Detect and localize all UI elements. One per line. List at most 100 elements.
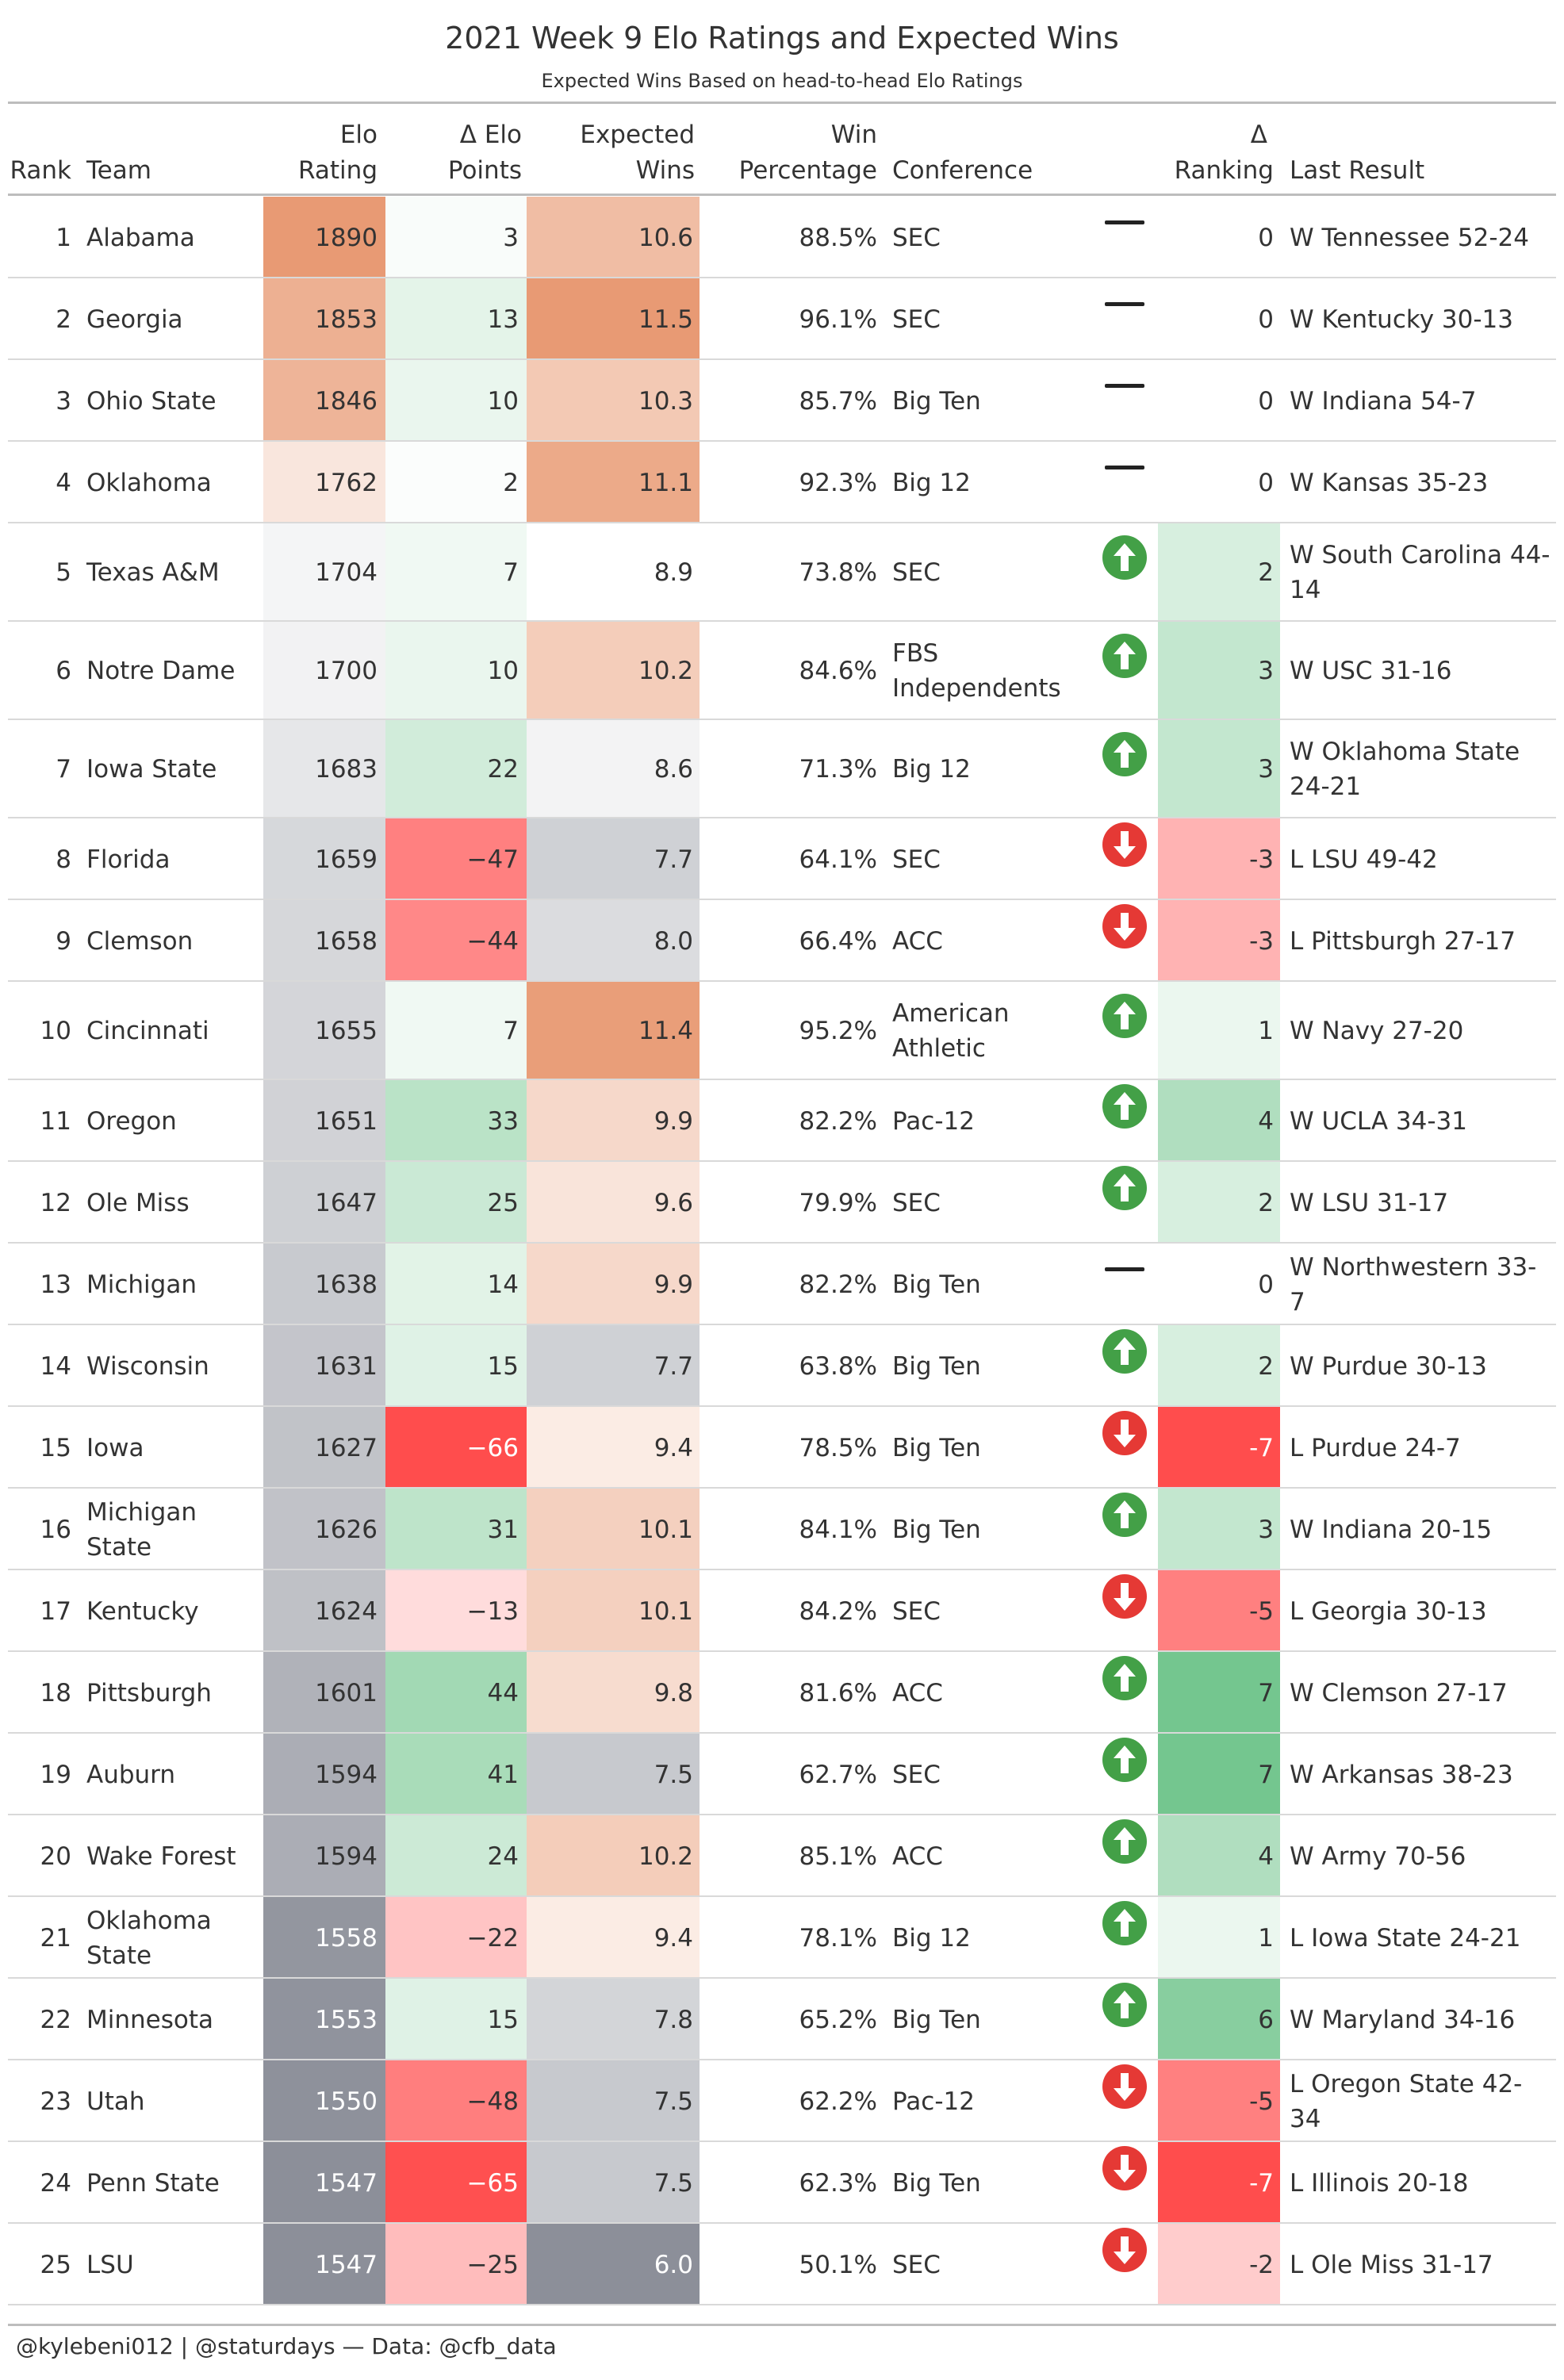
win-percentage-cell: 79.9% xyxy=(799,1188,877,1217)
expected-wins-cell: 10.3 xyxy=(527,360,700,442)
header-delta-elo-line2: Points xyxy=(447,156,522,185)
header-elo-rating: Elo Rating xyxy=(263,114,378,189)
conference-cell: Big Ten xyxy=(892,1351,981,1381)
team-cell: LSU xyxy=(86,2250,134,2279)
team-cell: Ole Miss xyxy=(86,1188,190,1217)
last-result-cell: W Kentucky 30-13 xyxy=(1290,305,1513,334)
table-row: 11 Oregon 1651 33 9.9 82.2% Pac-12 4 W UCLA 34-3… xyxy=(0,1080,1564,1162)
team-cell: Auburn xyxy=(86,1760,176,1789)
elo-rating-cell: 1700 xyxy=(263,622,385,720)
delta-ranking-cell: 3 xyxy=(1158,622,1280,720)
rank-cell: 18 xyxy=(40,1678,71,1707)
arrow-up-icon xyxy=(1101,1080,1148,1132)
delta-elo-cell: 25 xyxy=(385,1162,527,1244)
arrow-up-icon xyxy=(1101,1815,1148,1867)
team-cell: Texas A&M xyxy=(86,558,220,587)
last-result-cell: L Purdue 24-7 xyxy=(1290,1433,1461,1462)
team-cell: Pittsburgh xyxy=(86,1678,212,1707)
row-divider xyxy=(8,2059,1556,2060)
team-cell: Florida xyxy=(86,845,171,874)
arrow-up-icon xyxy=(1101,1162,1148,1213)
elo-rating-cell: 1627 xyxy=(263,1407,385,1489)
delta-ranking-cell: 1 xyxy=(1158,982,1280,1080)
delta-elo-cell: −44 xyxy=(385,900,527,982)
delta-elo-cell: 31 xyxy=(385,1489,527,1570)
header-elo-line1: Elo xyxy=(339,121,378,149)
delta-ranking-cell: 7 xyxy=(1158,1652,1280,1734)
win-percentage-cell: 71.3% xyxy=(799,755,877,784)
header-delta-ranking: Δ Ranking xyxy=(1158,114,1274,189)
arrow-up-icon xyxy=(1101,622,1148,690)
table-row: 12 Ole Miss 1647 25 9.6 79.9% SEC 2 W LSU 31-17 xyxy=(0,1162,1564,1244)
win-percentage-cell: 85.1% xyxy=(799,1842,877,1871)
header-rank: Rank xyxy=(8,114,71,189)
arrow-up-icon xyxy=(1101,982,1148,1050)
team-cell: Minnesota xyxy=(86,2005,213,2034)
delta-ranking-cell: 0 xyxy=(1258,1270,1274,1299)
elo-rating-cell: 1655 xyxy=(263,982,385,1080)
expected-wins-cell: 7.7 xyxy=(527,1325,700,1407)
conference-cell: SEC xyxy=(892,1596,941,1626)
delta-elo-cell: 2 xyxy=(385,442,527,523)
elo-rating-cell: 1594 xyxy=(263,1815,385,1897)
row-divider xyxy=(8,2222,1556,2224)
rank-cell: 21 xyxy=(40,1923,71,1953)
rank-cell: 9 xyxy=(56,926,71,956)
table-row: 20 Wake Forest 1594 24 10.2 85.1% ACC 4 W Army 7… xyxy=(0,1815,1564,1897)
expected-wins-cell: 10.1 xyxy=(527,1570,700,1652)
delta-elo-cell: −48 xyxy=(385,2060,527,2142)
team-cell: Iowa xyxy=(86,1433,144,1462)
win-percentage-cell: 78.1% xyxy=(799,1923,877,1953)
expected-wins-cell: 10.6 xyxy=(527,197,700,278)
elo-rating-cell: 1626 xyxy=(263,1489,385,1570)
ratings-table: 1 Alabama 1890 3 10.6 88.5% SEC 0 W Tennessee 52… xyxy=(0,197,1564,2305)
last-result-cell: W Indiana 54-7 xyxy=(1290,386,1477,416)
delta-elo-cell: −25 xyxy=(385,2224,527,2305)
win-percentage-cell: 85.7% xyxy=(799,386,877,416)
rank-cell: 8 xyxy=(56,845,71,874)
arrow-up-icon xyxy=(1101,1652,1148,1704)
header-delta-rank-line2: Ranking xyxy=(1174,156,1274,185)
team-cell: Michigan xyxy=(86,1270,197,1299)
delta-elo-cell: 13 xyxy=(385,278,527,360)
table-row: 7 Iowa State 1683 22 8.6 71.3% Big 12 3 W Oklaho… xyxy=(0,720,1564,818)
win-percentage-cell: 64.1% xyxy=(799,845,877,874)
header-rule xyxy=(8,194,1556,196)
conference-cell: ACC xyxy=(892,1678,943,1707)
delta-ranking-cell: 3 xyxy=(1158,720,1280,818)
rank-cell: 20 xyxy=(40,1842,71,1871)
expected-wins-cell: 10.2 xyxy=(527,622,700,720)
table-row: 14 Wisconsin 1631 15 7.7 63.8% Big Ten 2 W Purdu… xyxy=(0,1325,1564,1407)
team-cell: Georgia xyxy=(86,305,183,334)
last-result-cell: L LSU 49-42 xyxy=(1290,845,1438,874)
table-row: 23 Utah 1550 −48 7.5 62.2% Pac-12 -5 L Oregon St… xyxy=(0,2060,1564,2142)
header-rank-label: Rank xyxy=(10,156,71,185)
rank-cell: 3 xyxy=(56,386,71,416)
row-divider xyxy=(8,817,1556,818)
conference-cell: SEC xyxy=(892,1760,941,1789)
header-delta-elo-line1: Δ Elo xyxy=(459,121,522,149)
conference-cell: Big 12 xyxy=(892,1923,971,1953)
delta-elo-cell: 24 xyxy=(385,1815,527,1897)
header-exp-wins-line1: Expected xyxy=(580,121,695,149)
expected-wins-cell: 9.6 xyxy=(527,1162,700,1244)
table-row: 8 Florida 1659 −47 7.7 64.1% SEC -3 L LSU 49-42 xyxy=(0,818,1564,900)
table-row: 10 Cincinnati 1655 7 11.4 95.2% American Athle… xyxy=(0,982,1564,1080)
rank-cell: 2 xyxy=(56,305,71,334)
bottom-rule xyxy=(8,2324,1556,2326)
win-percentage-cell: 92.3% xyxy=(799,468,877,497)
header-conference-label: Conference xyxy=(892,156,1033,185)
rank-cell: 24 xyxy=(40,2168,71,2198)
table-row: 18 Pittsburgh 1601 44 9.8 81.6% ACC 7 W Clemson … xyxy=(0,1652,1564,1734)
arrow-down-icon xyxy=(1101,900,1148,952)
conference-cell: ACC xyxy=(892,1842,943,1871)
conference-cell: Big Ten xyxy=(892,386,981,416)
rank-cell: 14 xyxy=(40,1351,71,1381)
table-row: 24 Penn State 1547 −65 7.5 62.3% Big Ten -7 L Il… xyxy=(0,2142,1564,2224)
delta-elo-cell: 33 xyxy=(385,1080,527,1162)
last-result-cell: W Maryland 34-16 xyxy=(1290,2005,1516,2034)
delta-ranking-cell: -3 xyxy=(1158,818,1280,900)
delta-elo-cell: 41 xyxy=(385,1734,527,1815)
conference-cell: Pac-12 xyxy=(892,2087,975,2116)
win-percentage-cell: 81.6% xyxy=(799,1678,877,1707)
